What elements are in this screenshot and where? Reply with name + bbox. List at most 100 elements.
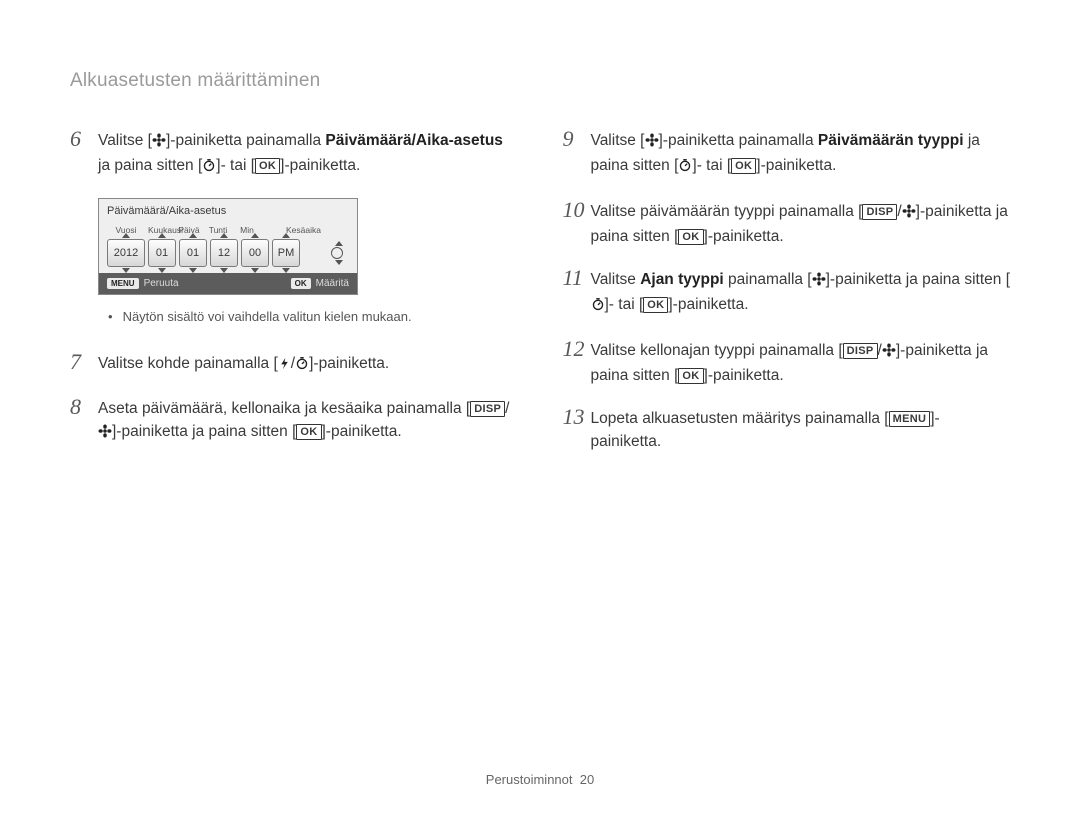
text: Valitse: [591, 271, 641, 288]
text: Lopeta alkuasetusten määritys painamalla…: [591, 410, 889, 427]
chevron-down-icon: [335, 260, 343, 265]
ok-key: OK: [296, 424, 321, 440]
spinner-month[interactable]: 01: [148, 239, 176, 267]
step-8: 8 Aseta päivämäärä, kellonaika ja kesäai…: [70, 395, 518, 446]
text: ]-painiketta.: [280, 157, 360, 174]
text: ]-painiketta.: [668, 296, 748, 313]
content-columns: 6 Valitse [ ]-painiketta painamalla Päivä…: [70, 127, 1010, 472]
note-text: Näytön sisältö voi vaihdella valitun kie…: [123, 309, 412, 324]
bullet-icon: •: [108, 309, 113, 324]
page: Alkuasetusten määrittäminen 6 Valitse []…: [0, 0, 1080, 815]
text: ]-painiketta.: [704, 228, 784, 245]
step-number: 6: [70, 127, 98, 180]
spinner-hour[interactable]: 12: [210, 239, 238, 267]
step-13: 13 Lopeta alkuasetusten määritys painama…: [563, 405, 1011, 454]
text: ]-painiketta.: [309, 355, 389, 372]
spinner-value: PM: [273, 240, 299, 266]
text: ]-painiketta ja paina sitten [: [826, 271, 1010, 288]
step-body: Valitse kellonajan tyyppi painamalla [DI…: [591, 337, 1011, 388]
ok-key: OK: [255, 158, 280, 174]
spinner-year[interactable]: 2012: [107, 239, 145, 267]
set-label: Määritä: [316, 278, 349, 289]
step-9: 9 Valitse [ ]-painiketta painamalla Päivä…: [563, 127, 1011, 180]
step-7: 7 Valitse kohde painamalla [/]-painikett…: [70, 350, 518, 377]
ok-key: OK: [731, 158, 756, 174]
step-number: 13: [563, 405, 591, 454]
right-column: 9 Valitse [ ]-painiketta painamalla Päivä…: [563, 127, 1011, 472]
spinner-ampm[interactable]: PM: [272, 239, 300, 267]
text: ]-painiketta ja paina sitten [: [112, 423, 296, 440]
text: ]-painiketta painamalla: [166, 132, 325, 149]
spinner-value: 12: [211, 240, 237, 266]
dst-toggle[interactable]: [303, 241, 349, 265]
disp-key: DISP: [862, 204, 897, 220]
text: painamalla [: [724, 271, 812, 288]
page-title: Alkuasetusten määrittäminen: [70, 70, 1010, 92]
timer-icon: [295, 354, 309, 377]
text: ]-painiketta.: [756, 157, 836, 174]
spinner-row: 2012 01 01 12 00 PM: [99, 237, 357, 273]
text: Aseta päivämäärä, kellonaika ja kesäaika…: [98, 400, 470, 417]
dialog-footer: MENU Peruuta OK Määritä: [99, 273, 357, 294]
macro-icon: [152, 131, 166, 154]
step-number: 11: [563, 266, 591, 319]
cancel-label: Peruuta: [144, 278, 179, 289]
ok-key: OK: [678, 229, 703, 245]
text: Valitse päivämäärän tyyppi painamalla [: [591, 203, 863, 220]
step-number: 8: [70, 395, 98, 446]
ok-key: OK: [643, 297, 668, 313]
macro-icon: [902, 202, 916, 225]
step-body: Aseta päivämäärä, kellonaika ja kesäaika…: [98, 395, 518, 446]
flash-icon: [278, 354, 291, 377]
disp-key: DISP: [470, 401, 505, 417]
text: ]-painiketta painamalla: [659, 132, 818, 149]
text: Valitse kellonajan tyyppi painamalla [: [591, 342, 843, 359]
text: Valitse [: [591, 132, 645, 149]
spinner-min[interactable]: 00: [241, 239, 269, 267]
macro-icon: [98, 422, 112, 445]
bold-label: Ajan tyyppi: [640, 271, 724, 288]
ok-chip: OK: [291, 278, 311, 289]
ok-key: OK: [678, 368, 703, 384]
spinner-value: 2012: [108, 240, 144, 266]
text: ja paina sitten [: [98, 157, 202, 174]
footer-section: Perustoiminnot: [486, 772, 573, 787]
step-body: Valitse Ajan tyyppi painamalla [ ]-painik…: [591, 266, 1011, 319]
sun-icon: [331, 247, 343, 259]
text: ]- tai [: [216, 157, 255, 174]
text: Valitse [: [98, 132, 152, 149]
text: ]-painiketta.: [322, 423, 402, 440]
timer-icon: [202, 156, 216, 179]
menu-chip: MENU: [107, 278, 139, 289]
spinner-value: 01: [180, 240, 206, 266]
macro-icon: [812, 270, 826, 293]
spinner-day[interactable]: 01: [179, 239, 207, 267]
page-footer: Perustoiminnot 20: [0, 772, 1080, 787]
text: ]- tai [: [605, 296, 644, 313]
text: ]-painiketta.: [704, 367, 784, 384]
footer-set: OK Määritä: [291, 278, 349, 289]
footer-page: 20: [580, 772, 594, 787]
step-10: 10 Valitse päivämäärän tyyppi painamalla…: [563, 198, 1011, 249]
step-number: 9: [563, 127, 591, 180]
step-body: Lopeta alkuasetusten määritys painamalla…: [591, 405, 1011, 454]
step-6: 6 Valitse [ ]-painiketta painamalla Päivä…: [70, 127, 518, 180]
datetime-dialog: Päivämäärä/Aika-asetus Vuosi Kuukausi Pä…: [98, 198, 358, 295]
step-body: Valitse kohde painamalla [/]-painiketta.: [98, 350, 518, 377]
bold-label: Päivämäärä/Aika-asetus: [325, 132, 503, 149]
bold-label: Päivämäärän tyyppi: [818, 132, 964, 149]
step-body: Valitse [ ]-painiketta painamalla Päivämä…: [98, 127, 518, 180]
note: • Näytön sisältö voi vaihdella valitun k…: [108, 309, 518, 324]
timer-icon: [591, 295, 605, 318]
footer-cancel: MENU Peruuta: [107, 278, 179, 289]
text: ]- tai [: [692, 157, 731, 174]
chevron-up-icon: [335, 241, 343, 246]
menu-key: MENU: [889, 411, 931, 427]
step-12: 12 Valitse kellonajan tyyppi painamalla …: [563, 337, 1011, 388]
step-body: Valitse päivämäärän tyyppi painamalla [D…: [591, 198, 1011, 249]
dialog-headers: Vuosi Kuukausi Päivä Tunti Min Kesäaika: [99, 223, 357, 237]
spinner-value: 01: [149, 240, 175, 266]
text: /: [505, 400, 509, 417]
disp-key: DISP: [843, 343, 878, 359]
macro-icon: [645, 131, 659, 154]
